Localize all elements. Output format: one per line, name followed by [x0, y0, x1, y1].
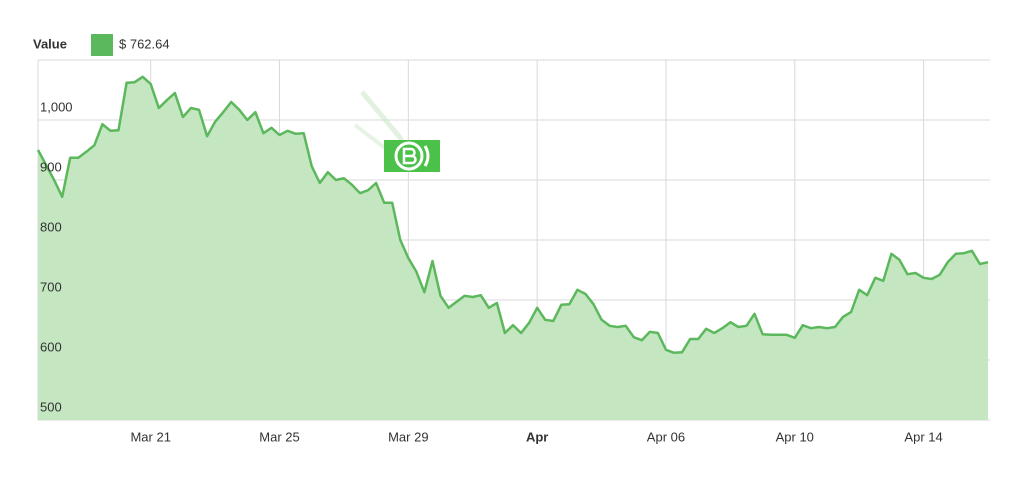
labels: 500 600 700 800 900 1,000 Mar 21 Mar 25 Mar 29 Ap…: [40, 99, 943, 444]
area-line: [36, 75, 989, 355]
area-fill: [38, 76, 988, 421]
y-tick-label: 700: [40, 279, 62, 294]
legend-swatch: [91, 34, 113, 56]
data: [36, 75, 989, 421]
x-tick-label: Mar 25: [259, 429, 299, 444]
legend-value: $ 762.64: [119, 36, 170, 51]
legend-title: Value: [33, 36, 67, 51]
x-tick-label: Apr 06: [647, 429, 685, 444]
x-tick-label: Mar 21: [130, 429, 170, 444]
x-tick-label: Apr 14: [904, 429, 942, 444]
y-tick-label: 1,000: [40, 99, 73, 114]
x-tick-label: Apr: [526, 429, 548, 444]
x-tick-label: Apr 10: [776, 429, 814, 444]
y-tick-label: 900: [40, 159, 62, 174]
y-tick-label: 800: [40, 219, 62, 234]
coin-logo: [353, 90, 440, 172]
y-tick-label: 500: [40, 399, 62, 414]
y-tick-label: 600: [40, 339, 62, 354]
x-tick-label: Mar 29: [388, 429, 428, 444]
